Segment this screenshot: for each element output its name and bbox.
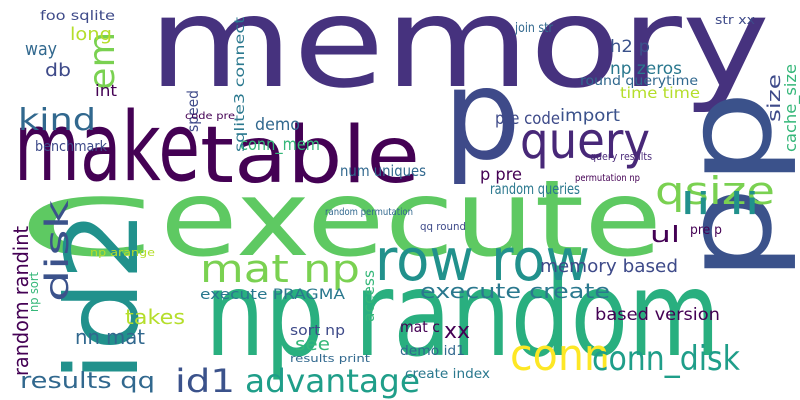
word: query — [520, 112, 650, 170]
word: memory — [148, 0, 770, 116]
word: code pre — [185, 111, 235, 122]
word: benchmark — [35, 139, 108, 155]
word: size — [764, 74, 785, 122]
word: int — [95, 81, 117, 100]
word: c — [14, 158, 160, 280]
word: pre p — [690, 223, 722, 238]
word: h2 p — [610, 37, 650, 57]
word: db — [45, 60, 71, 81]
word: execute create — [420, 279, 610, 303]
word: table — [200, 111, 420, 201]
word: xx — [444, 319, 470, 344]
word: np sort — [27, 272, 41, 312]
word: p pre — [480, 165, 522, 185]
word: make — [14, 93, 200, 203]
word: row row — [375, 226, 590, 294]
word: random permutation — [325, 207, 413, 218]
word: takes — [125, 305, 185, 329]
word: id2 — [44, 210, 161, 382]
word: ul — [650, 223, 680, 248]
word: disk — [38, 199, 76, 302]
word: see — [295, 334, 330, 355]
word: conn_disk — [592, 339, 740, 379]
word: random randint — [9, 226, 33, 376]
word: speed — [184, 90, 202, 132]
word: kind — [18, 103, 96, 138]
word: p — [443, 43, 521, 188]
word: join str — [514, 21, 553, 36]
word: mat c — [400, 318, 440, 336]
word: sqlite3 connect — [233, 17, 248, 152]
word: results qq — [20, 369, 155, 394]
word: round querytime — [580, 74, 698, 89]
word: permutation np — [575, 173, 640, 184]
word: conn_mem — [240, 135, 320, 155]
word: np zeros — [610, 59, 682, 79]
word: import — [560, 106, 620, 126]
word: num uniques — [340, 162, 426, 180]
word: cache_size — [781, 64, 800, 152]
word: based version — [595, 305, 720, 325]
word: results print — [290, 352, 371, 365]
word: pre code — [495, 109, 560, 129]
word: pp — [660, 90, 799, 282]
word: nn mat — [75, 325, 145, 349]
word: mat np — [200, 247, 360, 291]
word: create index — [405, 367, 490, 382]
word: query results — [590, 150, 652, 163]
word: advantage — [245, 362, 420, 400]
word: time time — [620, 84, 700, 102]
word: access — [360, 270, 378, 322]
word: execute — [160, 158, 662, 280]
word: demo — [255, 115, 300, 135]
word: conn — [510, 330, 610, 381]
word: qq round — [420, 220, 466, 233]
word: long — [70, 24, 112, 45]
word: memory based — [540, 256, 678, 277]
word: way — [25, 39, 57, 60]
word: em — [82, 32, 123, 90]
word: execute PRAGMA — [200, 287, 346, 303]
word: str xx — [715, 13, 755, 27]
word: np arange — [90, 246, 155, 259]
word: np random — [205, 245, 720, 383]
word: qsize — [655, 169, 775, 213]
word: id1 — [175, 362, 235, 400]
word: foo sqlite — [40, 9, 115, 24]
word: sort np — [290, 323, 345, 339]
word: li li — [680, 187, 760, 222]
word: demo id1 — [400, 344, 465, 359]
word: random queries — [490, 180, 580, 198]
